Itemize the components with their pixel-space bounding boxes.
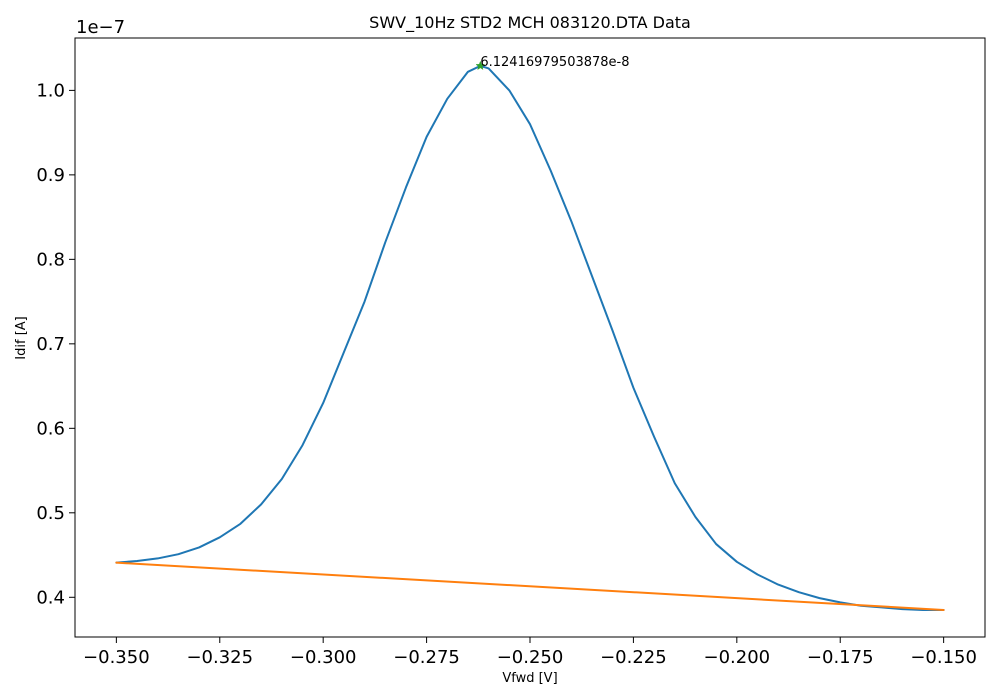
plot-area bbox=[115, 60, 945, 611]
x-tick-label: −0.150 bbox=[910, 647, 977, 668]
x-tick-label: −0.175 bbox=[807, 647, 874, 668]
x-axis-label: Vfwd [V] bbox=[502, 671, 557, 686]
x-tick-label: −0.250 bbox=[497, 647, 564, 668]
x-tick-label: −0.275 bbox=[393, 647, 460, 668]
chart-title: SWV_10Hz STD2 MCH 083120.DTA Data bbox=[369, 13, 691, 33]
x-tick-label: −0.350 bbox=[83, 647, 150, 668]
y-tick-label: 0.6 bbox=[36, 418, 65, 439]
peak-marker bbox=[475, 60, 486, 71]
peak-annotation: 6.12416979503878e-8 bbox=[480, 55, 629, 70]
y-tick-label: 0.5 bbox=[36, 503, 65, 524]
x-tick-label: −0.325 bbox=[186, 647, 253, 668]
y-tick-label: 0.8 bbox=[36, 249, 65, 270]
x-tick-label: −0.225 bbox=[600, 647, 667, 668]
x-tick-label: −0.300 bbox=[290, 647, 357, 668]
y-tick-label: 1.0 bbox=[36, 80, 65, 101]
y-tick-label: 0.7 bbox=[36, 334, 65, 355]
y-offset-label: 1e−7 bbox=[76, 17, 125, 38]
y-tick-label: 0.9 bbox=[36, 165, 65, 186]
series-line-1 bbox=[115, 561, 945, 611]
y-tick-label: 0.4 bbox=[36, 587, 65, 608]
series-line-0 bbox=[115, 64, 945, 611]
x-tick-label: −0.200 bbox=[704, 647, 771, 668]
y-axis-label: Idif [A] bbox=[14, 316, 29, 359]
axes: −0.350 −0.325 −0.300 −0.275 −0.250 −0.225 −0.2… bbox=[36, 37, 986, 668]
